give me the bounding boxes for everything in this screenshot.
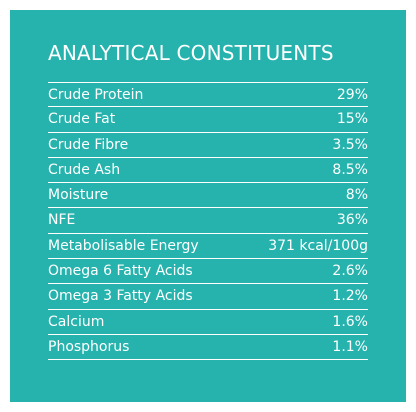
row-label: Metabolisable Energy bbox=[48, 237, 199, 254]
row-value: 8.5% bbox=[332, 161, 368, 178]
table-row: Crude Fat 15% bbox=[48, 107, 368, 133]
table-row: Metabolisable Energy 371 kcal/100g bbox=[48, 234, 368, 260]
table-row: Phosphorus 1.1% bbox=[48, 335, 368, 361]
row-value: 15% bbox=[336, 111, 368, 128]
table-row: Crude Ash 8.5% bbox=[48, 158, 368, 184]
panel-title: ANALYTICAL CONSTITUENTS bbox=[48, 41, 334, 65]
row-value: 3.5% bbox=[332, 136, 368, 153]
row-value: 8% bbox=[345, 187, 368, 204]
row-value: 1.1% bbox=[332, 338, 368, 355]
row-label: NFE bbox=[48, 212, 76, 229]
row-label: Omega 3 Fatty Acids bbox=[48, 288, 193, 305]
row-label: Crude Fat bbox=[48, 111, 116, 128]
row-value: 371 kcal/100g bbox=[268, 237, 368, 254]
analytical-constituents-panel: ANALYTICAL CONSTITUENTS Crude Protein 29… bbox=[10, 10, 406, 402]
row-value: 36% bbox=[336, 212, 368, 229]
table-row: Calcium 1.6% bbox=[48, 310, 368, 335]
row-value: 1.2% bbox=[332, 288, 368, 305]
row-label: Moisture bbox=[48, 187, 109, 204]
row-label: Crude Protein bbox=[48, 87, 144, 103]
row-label: Omega 6 Fatty Acids bbox=[48, 263, 193, 280]
table-row: Omega 6 Fatty Acids 2.6% bbox=[48, 259, 368, 285]
table-row: Moisture 8% bbox=[48, 183, 368, 209]
row-label: Calcium bbox=[48, 313, 105, 330]
row-label: Crude Ash bbox=[48, 161, 121, 178]
row-value: 1.6% bbox=[332, 313, 368, 330]
table-row: Crude Protein 29% bbox=[48, 82, 368, 108]
constituents-table: Crude Protein 29% Crude Fat 15% Crude Fi… bbox=[48, 82, 368, 361]
table-row: Omega 3 Fatty Acids 1.2% bbox=[48, 284, 368, 310]
table-row: NFE 36% bbox=[48, 208, 368, 234]
row-label: Phosphorus bbox=[48, 338, 130, 355]
row-value: 2.6% bbox=[332, 263, 368, 280]
row-label: Crude Fibre bbox=[48, 136, 129, 153]
row-value: 29% bbox=[336, 87, 368, 103]
table-row: Crude Fibre 3.5% bbox=[48, 133, 368, 158]
